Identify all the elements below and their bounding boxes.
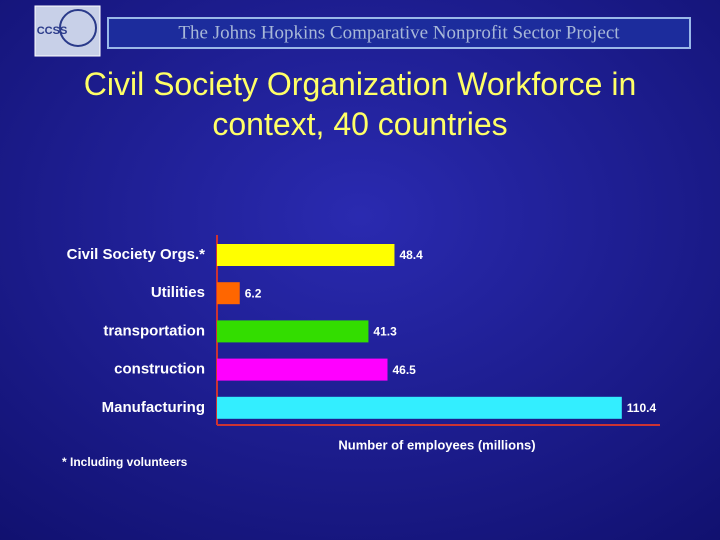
bar: [217, 320, 369, 343]
banner-box: [107, 17, 691, 49]
value-label: 110.4: [627, 401, 657, 415]
y-tick-label: construction: [114, 361, 205, 378]
value-label: 48.4: [399, 248, 423, 262]
logo-globe: [59, 9, 97, 47]
y-tick-label: transportation: [103, 322, 205, 339]
footnote: * Including volunteers: [62, 455, 188, 469]
y-tick-label: Utilities: [151, 284, 205, 301]
banner-text: The Johns Hopkins Comparative Nonprofit …: [178, 22, 620, 43]
logo-text: CCSS: [37, 25, 68, 37]
value-label: 6.2: [245, 286, 262, 300]
bar: [217, 396, 622, 419]
y-tick-label: Civil Society Orgs.*: [67, 246, 206, 263]
y-tick-label: Manufacturing: [102, 399, 205, 416]
bar: [217, 358, 388, 381]
value-label: 46.5: [393, 363, 417, 377]
bar: [217, 282, 240, 305]
bar: [217, 244, 395, 266]
x-axis-label: Number of employees (millions): [338, 437, 535, 452]
value-label: 41.3: [373, 325, 397, 339]
chart-title: Civil Society Organization Workforce in c…: [84, 66, 637, 142]
